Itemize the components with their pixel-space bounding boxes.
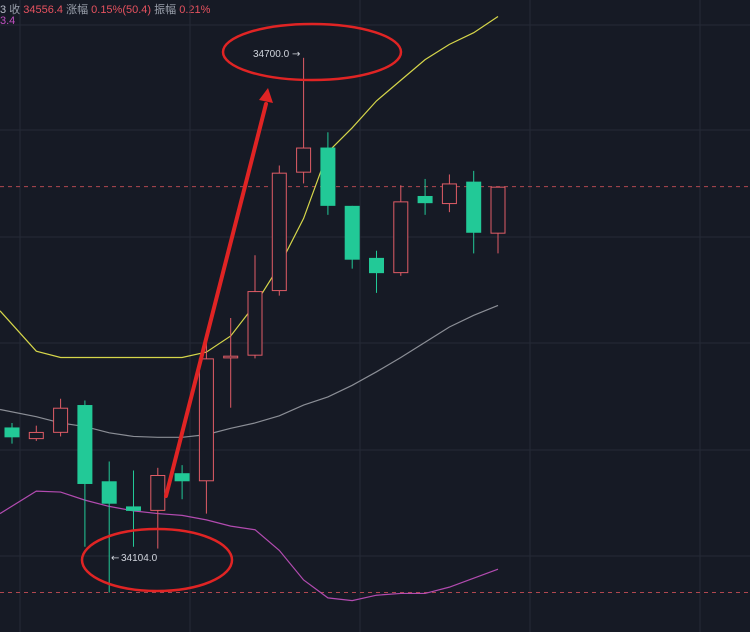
candle-body <box>369 257 384 274</box>
candle <box>126 470 141 547</box>
candle-body <box>296 147 312 173</box>
candle-body <box>490 186 506 234</box>
candle-body <box>271 172 287 292</box>
candle <box>441 174 457 213</box>
ohlc-header: 3 收 34556.4 涨幅 0.15%(50.4) 振幅 0.21% <box>0 1 210 17</box>
trend-arrow-head <box>259 88 273 103</box>
amplitude-label: 振幅 <box>154 4 177 16</box>
candle-body <box>77 405 93 484</box>
candle <box>271 165 287 296</box>
close-label: 收 <box>9 4 21 16</box>
price-labels: 34700.0 → ← 34104.0 <box>111 49 300 564</box>
close-value: 34556.4 <box>23 4 64 16</box>
candle-body <box>53 407 69 433</box>
candle <box>344 205 360 269</box>
candle-body <box>126 506 141 511</box>
header-prefix: 3 <box>0 4 7 16</box>
candles <box>4 57 506 593</box>
low-price-arrow: ← <box>111 553 119 564</box>
candle <box>150 467 166 549</box>
candle-body <box>28 431 44 440</box>
candle-body <box>223 355 239 359</box>
candle-body <box>101 481 117 504</box>
low-price-label: 34104.0 <box>121 553 158 564</box>
candle <box>466 170 482 254</box>
candle <box>53 398 69 437</box>
reference-lines <box>0 186 750 594</box>
candle-body <box>466 181 482 233</box>
candle-body <box>417 195 433 204</box>
candle-body <box>441 183 457 205</box>
candle <box>247 255 263 359</box>
candle <box>28 425 44 441</box>
candle-body <box>393 201 409 274</box>
high-price-arrow: → <box>292 49 300 60</box>
ma-magenta-line <box>0 490 499 602</box>
trend-arrow-shaft <box>164 102 268 498</box>
high-price-label: 34700.0 <box>253 49 290 60</box>
candle <box>296 57 312 184</box>
annotations <box>80 22 403 593</box>
candle <box>417 178 433 215</box>
candle <box>320 132 336 215</box>
candle-body <box>150 475 166 511</box>
candle <box>174 465 190 500</box>
indicator-header: 3.4 <box>0 15 15 27</box>
candle-body <box>247 291 263 356</box>
candle <box>490 186 506 254</box>
ma-gray-line <box>0 304 499 438</box>
candle <box>198 340 214 514</box>
change-label: 涨幅 <box>66 4 89 16</box>
candle <box>77 400 93 547</box>
candle-body <box>198 358 214 482</box>
candle-body <box>320 147 336 206</box>
low-circle-annotation <box>80 527 234 593</box>
candle <box>4 422 20 444</box>
candle-body <box>344 205 360 260</box>
candle-body <box>174 473 190 482</box>
candle <box>101 461 117 593</box>
candle-body <box>4 427 20 438</box>
high-circle-annotation <box>221 22 403 82</box>
candle <box>223 318 239 408</box>
amplitude-value: 0.21% <box>179 4 211 16</box>
candle <box>393 185 409 276</box>
indicator-value: 3.4 <box>0 15 16 27</box>
change-value: 0.15%(50.4) <box>91 4 152 16</box>
candle <box>369 250 384 293</box>
